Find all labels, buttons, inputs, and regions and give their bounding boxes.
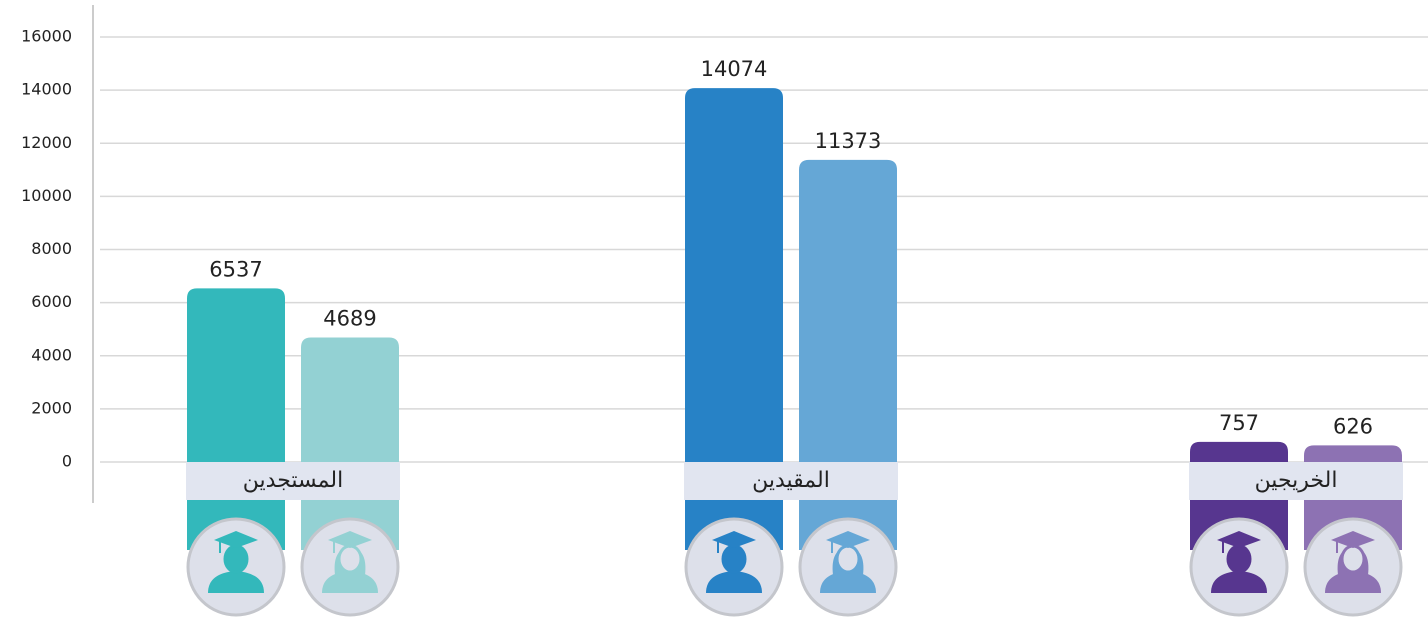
person-icon [1303,517,1403,617]
bar [799,159,897,550]
bar [187,288,285,550]
x-tick-label: المستجدين [243,468,343,493]
bar [685,88,783,551]
x-tick-label: المقيدين [752,468,830,493]
value-label: 757 [1219,411,1259,435]
head [1340,544,1366,574]
shoulders [1325,571,1381,593]
cap [712,531,756,548]
value-label: 4689 [323,306,376,330]
y-tick-label: 16000 [21,27,72,46]
y-tick-label: 12000 [21,133,72,152]
cap [1331,531,1375,548]
head [721,544,747,574]
shoulders [1211,571,1267,593]
shoulders [706,571,762,593]
y-tick-label: 4000 [31,345,72,364]
y-tick-label: 10000 [21,186,72,205]
category-box [186,462,400,500]
value-label: 11373 [815,129,882,153]
value-label: 626 [1333,414,1373,438]
value-label: 14074 [701,57,768,81]
y-tick-label: 14000 [21,80,72,99]
cap [826,531,870,548]
shoulders [820,571,876,593]
head [1226,544,1252,574]
x-tick-label: الخريجين [1255,468,1338,493]
person-icon [300,517,400,617]
head [835,544,861,574]
category-box [684,462,898,500]
cap [328,531,372,548]
head [223,544,249,574]
cap [214,531,258,548]
person-icon [798,517,898,617]
head [337,544,363,574]
cap [1217,531,1261,548]
y-tick-label: 2000 [31,398,72,417]
category-box [1189,462,1403,500]
person-icon [684,517,784,617]
y-tick-label: 8000 [31,239,72,258]
person-icon [1189,517,1289,617]
shoulders [208,571,264,593]
person-icon [186,517,286,617]
y-tick-label: 0 [62,452,72,471]
shoulders [322,571,378,593]
value-label: 6537 [209,257,262,281]
y-tick-label: 6000 [31,292,72,311]
